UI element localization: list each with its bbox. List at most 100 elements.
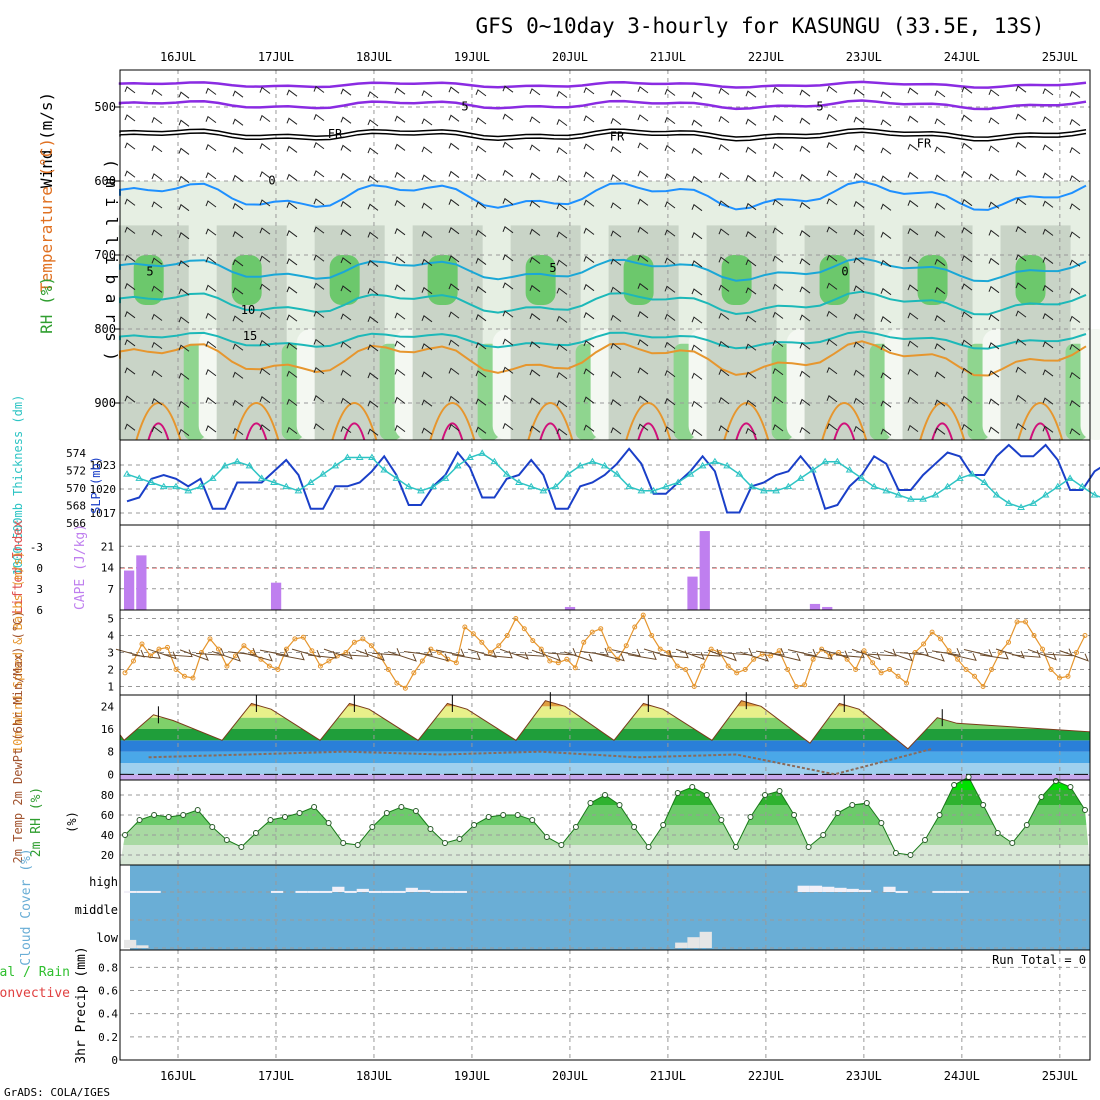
wind-barb xyxy=(205,87,217,95)
contour-label: 0 xyxy=(268,174,275,188)
wind-barb xyxy=(1042,425,1054,433)
wind-barb xyxy=(745,231,757,239)
thickness-point xyxy=(600,461,609,469)
wind-barb xyxy=(232,90,244,98)
wind-barb xyxy=(178,175,190,183)
cape-bar xyxy=(699,531,710,610)
wind-barb xyxy=(934,174,946,182)
pressure-tick: 600 xyxy=(94,174,116,188)
wind-speed-point xyxy=(955,656,961,662)
wind-barb xyxy=(556,231,568,239)
wind-barb xyxy=(1015,85,1027,93)
thickness-point xyxy=(184,486,193,494)
axis-text: 16JUL 16JUL 17JUL 17JUL 18JUL 18JUL 19JUL 19JUL… xyxy=(0,50,1086,1083)
rh-point xyxy=(398,804,405,810)
slp-line xyxy=(126,443,1100,514)
wind-barb xyxy=(1069,343,1081,352)
temp-contour-25 xyxy=(343,422,366,441)
rh-point xyxy=(849,802,856,808)
wind-barb xyxy=(718,228,730,236)
wind-barb xyxy=(1015,226,1027,234)
wind-barb xyxy=(421,371,433,379)
wind-barb xyxy=(799,201,811,210)
rh-point xyxy=(951,782,958,788)
wind-tick: 3 xyxy=(107,647,114,660)
wind-barb xyxy=(529,172,541,180)
wind-barb xyxy=(583,368,595,376)
wind-barb xyxy=(178,119,190,127)
wind-speed-point xyxy=(768,653,774,659)
wind-speed-point xyxy=(776,648,782,654)
temp-band xyxy=(120,751,1090,763)
wind-barb xyxy=(637,198,649,206)
cloud-high-bar xyxy=(809,885,823,892)
wind-barb xyxy=(1042,397,1054,405)
thickness-point xyxy=(772,486,780,494)
wind-barb-10m xyxy=(1059,650,1089,662)
wind-barb xyxy=(745,202,757,211)
wind-barb xyxy=(610,230,622,238)
wind-barb xyxy=(394,424,406,433)
thickness-tick: 570 xyxy=(66,482,86,495)
wind-barb xyxy=(988,370,1000,378)
wind-speed-point xyxy=(351,639,357,645)
wind-speed-point xyxy=(963,667,969,672)
wind-barb xyxy=(475,314,487,322)
wind-barb xyxy=(151,285,163,293)
wind-barb xyxy=(664,398,676,406)
wind-barb xyxy=(988,145,1000,153)
wind-barb xyxy=(124,311,136,319)
rh-band-green xyxy=(329,255,360,305)
cloud-high-bar xyxy=(307,890,320,893)
wind-barb xyxy=(232,399,244,407)
wind-barb xyxy=(502,422,514,431)
rh-point xyxy=(165,814,172,820)
contour-label: 10 xyxy=(241,303,255,317)
wind-barb xyxy=(610,314,622,322)
precip-tick: 0.6 xyxy=(98,985,118,998)
wind-speed-point xyxy=(589,629,595,635)
rh-point xyxy=(252,830,259,836)
wind-speed-point xyxy=(487,650,493,655)
thickness-point xyxy=(698,461,707,469)
wind-barb xyxy=(853,172,865,180)
wind-barb xyxy=(691,316,703,324)
wind-barb xyxy=(718,368,730,377)
date-label-top: 16JUL xyxy=(160,50,196,64)
wind-barb xyxy=(1069,315,1081,323)
wind-barb xyxy=(394,115,406,123)
wind-barb-10m xyxy=(787,648,817,657)
wind-barb xyxy=(124,170,136,178)
wind-speed-point xyxy=(691,684,697,689)
wind-barb xyxy=(259,311,271,319)
wind-barb xyxy=(340,285,352,293)
rh-point xyxy=(791,812,798,818)
wind-barb xyxy=(772,86,784,94)
temp-contour-25 xyxy=(147,422,170,441)
rh-point xyxy=(936,812,943,818)
wind-speed-point xyxy=(139,641,145,647)
temp-contour-minus5b xyxy=(118,99,1087,111)
rh-tick: 20 xyxy=(101,849,114,862)
date-label-bottom: 21JUL xyxy=(650,1069,686,1083)
cloud-high-bar xyxy=(295,890,308,893)
wind-barb xyxy=(988,173,1000,181)
wind-barb xyxy=(556,90,568,98)
wind-barb xyxy=(556,118,568,127)
wind-speed-point xyxy=(275,667,281,672)
wind-speed-point xyxy=(496,643,502,649)
wind-barb xyxy=(745,343,757,351)
wind-barb xyxy=(961,395,973,403)
wind-barb xyxy=(1042,256,1054,264)
wind-barb xyxy=(1015,422,1027,431)
cloud-low-bar xyxy=(675,942,688,948)
rh-point xyxy=(223,837,230,843)
wind-speed-point xyxy=(147,653,153,659)
rh-point xyxy=(151,812,158,818)
wind-barb xyxy=(502,85,514,93)
rh-point xyxy=(529,817,536,823)
wind-barb xyxy=(1015,310,1027,318)
wind-barb xyxy=(880,316,892,324)
thickness-point xyxy=(980,478,989,485)
thickness-point xyxy=(490,457,499,465)
